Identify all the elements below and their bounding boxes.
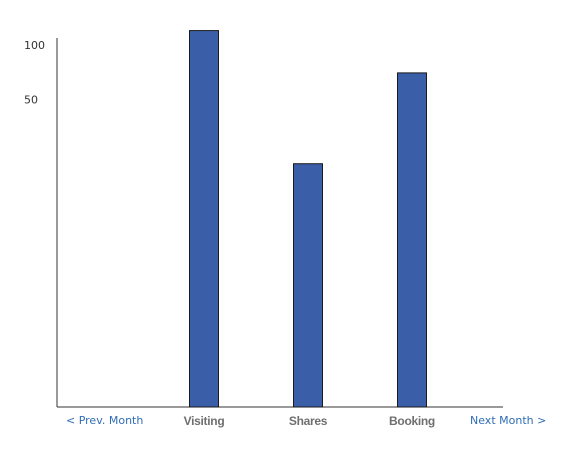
prev-month-link[interactable]: < Prev. Month <box>66 414 144 427</box>
next-month-link[interactable]: Next Month > <box>470 414 547 427</box>
y-tick-label: 50 <box>24 93 38 106</box>
bar-visiting <box>189 30 219 408</box>
bar-booking <box>397 72 427 408</box>
x-category-label: Booking <box>389 414 435 428</box>
bar-shares <box>293 163 323 408</box>
y-tick-label: 100 <box>24 39 45 52</box>
x-category-label: Visiting <box>184 414 225 428</box>
x-category-label: Shares <box>289 414 328 428</box>
